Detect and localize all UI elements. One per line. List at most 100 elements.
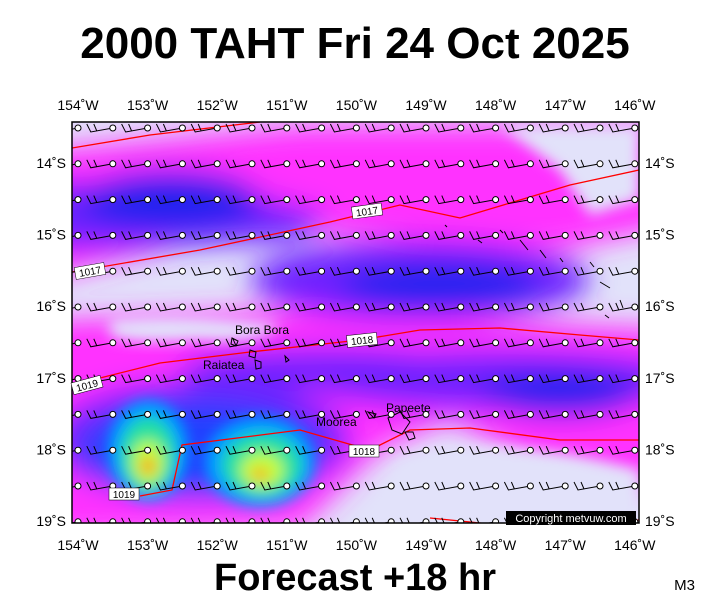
- barb-station: [144, 124, 152, 132]
- barb: [573, 159, 601, 169]
- barb: [503, 410, 531, 419]
- barb-station: [457, 410, 465, 418]
- barb-station: [213, 267, 221, 275]
- barb-station: [561, 196, 569, 204]
- barb: [364, 374, 392, 384]
- barb: [608, 302, 635, 312]
- barb: [538, 266, 566, 276]
- barb: [190, 374, 218, 384]
- barb-station: [352, 410, 360, 418]
- barb: [155, 410, 183, 419]
- barb-station: [631, 196, 639, 204]
- barb: [538, 445, 566, 455]
- barb: [190, 123, 218, 133]
- barb-station: [526, 124, 534, 132]
- barb-station: [422, 196, 430, 204]
- barb-station: [492, 303, 500, 311]
- barb-station: [144, 518, 152, 523]
- lon-label: 154˚W: [57, 97, 99, 113]
- barb: [469, 195, 496, 205]
- barb-station: [74, 124, 82, 132]
- barb: [225, 123, 253, 133]
- barb-station: [457, 518, 465, 523]
- barb-station: [561, 410, 569, 418]
- barb: [364, 481, 392, 491]
- barb-station: [526, 160, 534, 168]
- barb: [155, 517, 183, 523]
- lat-label: 15˚S: [36, 227, 66, 243]
- barb-station: [631, 482, 639, 490]
- barb-station: [248, 267, 256, 275]
- barb-station: [144, 160, 152, 168]
- barb-station: [144, 267, 152, 275]
- barb-station: [631, 231, 639, 239]
- barb-station: [178, 375, 186, 383]
- barb-station: [144, 303, 152, 311]
- model-code: M3: [674, 577, 695, 594]
- barb-station: [318, 446, 326, 454]
- barb: [121, 302, 148, 312]
- barb-station: [596, 446, 604, 454]
- barb: [86, 338, 113, 348]
- barb: [121, 410, 148, 419]
- barb: [573, 410, 601, 419]
- barb-station: [561, 231, 569, 239]
- barb: [538, 195, 566, 205]
- barb-station: [283, 124, 291, 132]
- barb: [538, 481, 566, 491]
- barb: [399, 517, 427, 523]
- barb: [469, 231, 496, 240]
- barb: [503, 266, 531, 276]
- barb-station: [457, 375, 465, 383]
- barb-station: [596, 160, 604, 168]
- barb-station: [248, 518, 256, 523]
- barb-station: [526, 446, 534, 454]
- barb: [329, 159, 357, 169]
- barb: [364, 517, 392, 523]
- barb-station: [596, 303, 604, 311]
- lat-label: 16˚S: [36, 298, 66, 314]
- barb: [503, 374, 531, 384]
- barb: [190, 302, 218, 312]
- barb: [434, 159, 461, 169]
- barb-station: [631, 267, 639, 275]
- barb: [190, 517, 218, 523]
- barb-station: [631, 160, 639, 168]
- lat-label: 17˚S: [645, 370, 675, 386]
- barb-station: [109, 160, 117, 168]
- barb: [573, 195, 601, 205]
- copyright: Copyright metvuw.com: [515, 513, 626, 525]
- barb-station: [596, 375, 604, 383]
- barb: [155, 266, 183, 276]
- barb: [190, 410, 218, 419]
- barb-station: [318, 518, 326, 523]
- barb-station: [561, 160, 569, 168]
- barb: [260, 374, 287, 384]
- barb: [608, 159, 635, 169]
- barb: [399, 374, 427, 384]
- barb-station: [178, 410, 186, 418]
- barb-station: [457, 482, 465, 490]
- barb: [260, 123, 287, 133]
- barb-station: [213, 518, 221, 523]
- barb-station: [422, 410, 430, 418]
- barb: [329, 195, 357, 205]
- barb-station: [352, 160, 360, 168]
- barb-station: [422, 375, 430, 383]
- barb: [469, 481, 496, 491]
- barb-station: [178, 446, 186, 454]
- barb: [399, 231, 427, 240]
- barb: [434, 445, 461, 455]
- coast: [230, 224, 624, 441]
- barb-station: [178, 267, 186, 275]
- lon-label: 152˚W: [197, 537, 239, 553]
- lon-label: 148˚W: [475, 537, 517, 553]
- barb-station: [422, 303, 430, 311]
- barb: [399, 123, 427, 133]
- barb-station: [109, 196, 117, 204]
- barb: [538, 302, 566, 312]
- barb-station: [283, 482, 291, 490]
- barb: [399, 159, 427, 169]
- barb-station: [318, 339, 326, 347]
- barb: [608, 338, 635, 348]
